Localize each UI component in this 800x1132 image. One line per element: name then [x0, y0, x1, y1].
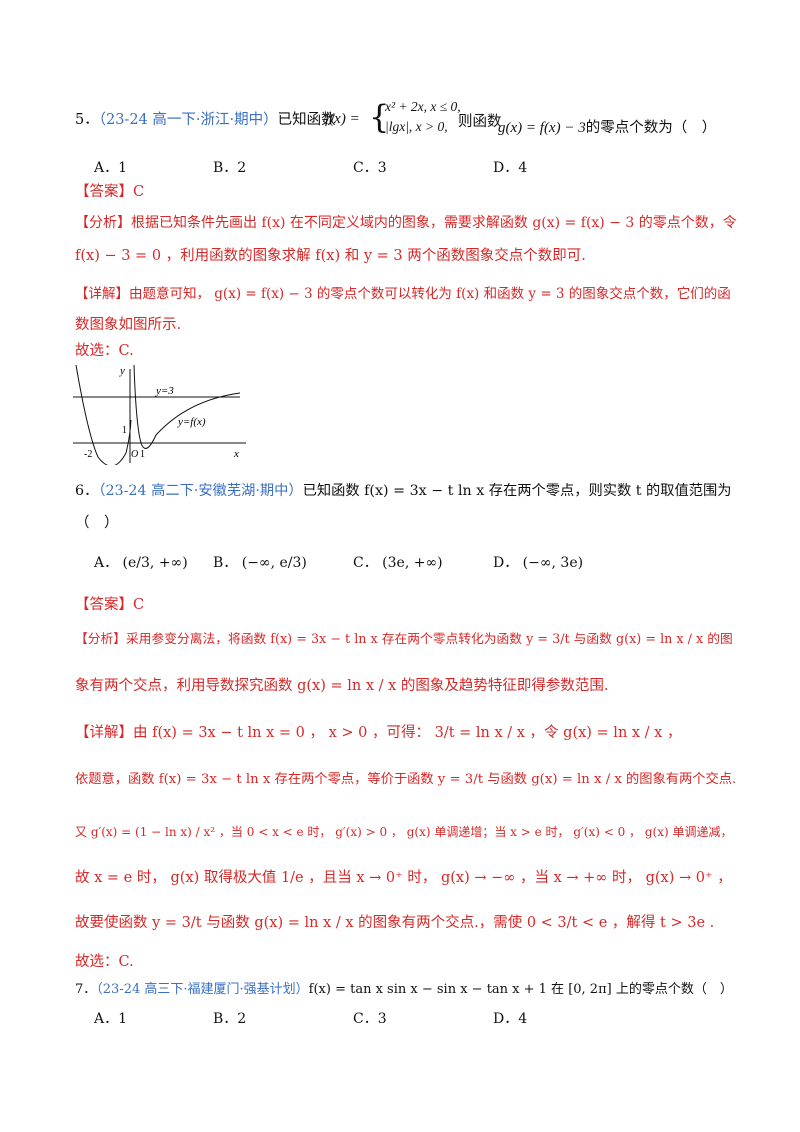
q5-detail-line1: 【详解】由题意可知， g(x) = f(x) − 3 的零点个数可以转化为 f(…: [75, 284, 740, 304]
q6-stem-a: 已知函数 f(x) = 3x − t ln x 存在两个零点，则实数 t 的取值…: [302, 483, 732, 499]
q7-option-d[interactable]: D．4: [493, 1011, 528, 1027]
q7-option-b[interactable]: B．2: [213, 1011, 247, 1027]
q6-answer: 【答案】C: [75, 597, 145, 613]
q7-number: 7．: [75, 982, 97, 997]
q7-stem: 7．（23-24 高三下·福建厦门·强基计划）f(x) = tan x sin …: [75, 980, 740, 1000]
fx-label: y=f(x): [177, 416, 206, 428]
q5-detail-text1: 由题意可知， g(x) = f(x) − 3 的零点个数可以转化为 f(x) 和…: [129, 286, 731, 302]
q6-source: （23-24 高二下·安徽芜湖·期中）: [98, 483, 303, 499]
q7-option-a[interactable]: A．1: [94, 1011, 128, 1027]
q5-conclusion: 故选：C.: [75, 343, 134, 359]
q5-stem-a: 已知函数: [277, 112, 336, 128]
q6-detail-text1: 由 f(x) = 3x − t ln x = 0 ， x > 0 ，可得： 3/…: [133, 725, 682, 741]
q6-number: 6．: [75, 483, 99, 499]
q7-option-c[interactable]: C．3: [353, 1011, 387, 1027]
q6-detail-line5: 故要使函数 y = 3/t 与函数 g(x) = ln x / x 的图象有两个…: [75, 915, 715, 931]
q6-stem: 6．（23-24 高二下·安徽芜湖·期中）已知函数 f(x) = 3x − t …: [75, 481, 740, 501]
q6-detail-line1: 【详解】由 f(x) = 3x − t ln x = 0 ， x > 0 ，可得…: [75, 723, 740, 743]
q6-detail-tag: 【详解】: [75, 725, 133, 741]
q6-analysis-text1: 采用参变分离法，将函数 f(x) = 3x − t ln x 存在两个零点转化为…: [126, 632, 733, 647]
q5-option-a[interactable]: A．1: [94, 160, 128, 176]
q6-option-c[interactable]: C． (3e, +∞): [353, 555, 443, 571]
q5-tail-2: g(x) = f(x) − 3的零点个数为（ ）: [498, 116, 716, 137]
q5-g-expr: g(x) = f(x) − 3: [498, 120, 586, 136]
q5-analysis-line1: 【分析】根据已知条件先画出 f(x) 在不同定义域内的图象，需要求解函数 g(x…: [75, 213, 740, 233]
q5-stem: 5．（23-24 高一下·浙江·期中）已知函数: [75, 110, 740, 130]
q5-stem-c: 的零点个数为（ ）: [585, 120, 717, 136]
q5-analysis-text1: 根据已知条件先画出 f(x) 在不同定义域内的图象，需要求解函数 g(x) = …: [131, 215, 737, 231]
q7-source: （23-24 高三下·福建厦门·强基计划）: [96, 982, 309, 997]
parabola-branch: [75, 365, 132, 465]
q7-stem-text: f(x) = tan x sin x − sin x − tan x + 1 在…: [308, 982, 733, 997]
q5-option-c[interactable]: C．3: [353, 160, 387, 176]
q5-analysis-tag: 【分析】: [75, 215, 131, 231]
q5-source: （23-24 高一下·浙江·期中）: [98, 112, 278, 128]
q5-analysis-line2: f(x) − 3 = 0 ，利用函数的图象求解 f(x) 和 y = 3 两个函…: [75, 248, 586, 264]
q5-option-d[interactable]: D．4: [493, 160, 528, 176]
q6-option-b[interactable]: B． (−∞, e/3): [213, 555, 307, 571]
tick-label-neg2: -2: [84, 449, 92, 460]
q6-stem-b: （ ）: [75, 515, 119, 531]
q5-number: 5．: [75, 112, 99, 128]
q5-option-b[interactable]: B．2: [213, 160, 247, 176]
q6-option-a[interactable]: A． (e/3, +∞): [94, 555, 188, 571]
q5-detail-line2: 数图象如图所示.: [75, 317, 182, 333]
q5-function-graph: y x y=3 y=f(x) 1 O 1 -2: [73, 365, 246, 465]
q6-analysis-line2: 象有两个交点，利用导数探究函数 g(x) = ln x / x 的图象及趋势特征…: [75, 678, 609, 694]
q5-answer: 【答案】C: [75, 184, 145, 200]
q6-detail-line2: 依题意，函数 f(x) = 3x − t ln x 存在两个零点，等价于函数 y…: [75, 772, 737, 787]
q6-analysis-line1: 【分析】采用参变分离法，将函数 f(x) = 3x − t ln x 存在两个零…: [75, 630, 740, 650]
y-axis-label: y: [119, 365, 125, 377]
tick-label-1x: 1: [140, 449, 145, 460]
q5-tail: 则函数: [458, 110, 502, 131]
x-axis-label: x: [233, 448, 239, 460]
q6-option-d[interactable]: D． (−∞, 3e): [493, 555, 584, 571]
q5-stem-b: 则函数: [458, 114, 502, 130]
y3-label: y=3: [155, 385, 174, 397]
q6-analysis-tag: 【分析】: [75, 632, 126, 647]
q6-detail-line3: 又 g′(x) = (1 − ln x) / x² ，当 0 < x < e 时…: [75, 825, 733, 839]
tick-label-1: 1: [122, 425, 127, 436]
q5-detail-tag: 【详解】: [75, 286, 129, 302]
log-branch: [133, 365, 241, 449]
origin-label: O: [131, 449, 138, 460]
q6-detail-line4: 故 x = e 时， g(x) 取得极大值 1/e ，且当 x → 0⁺ 时， …: [75, 870, 732, 886]
q6-conclusion: 故选：C.: [75, 954, 134, 970]
